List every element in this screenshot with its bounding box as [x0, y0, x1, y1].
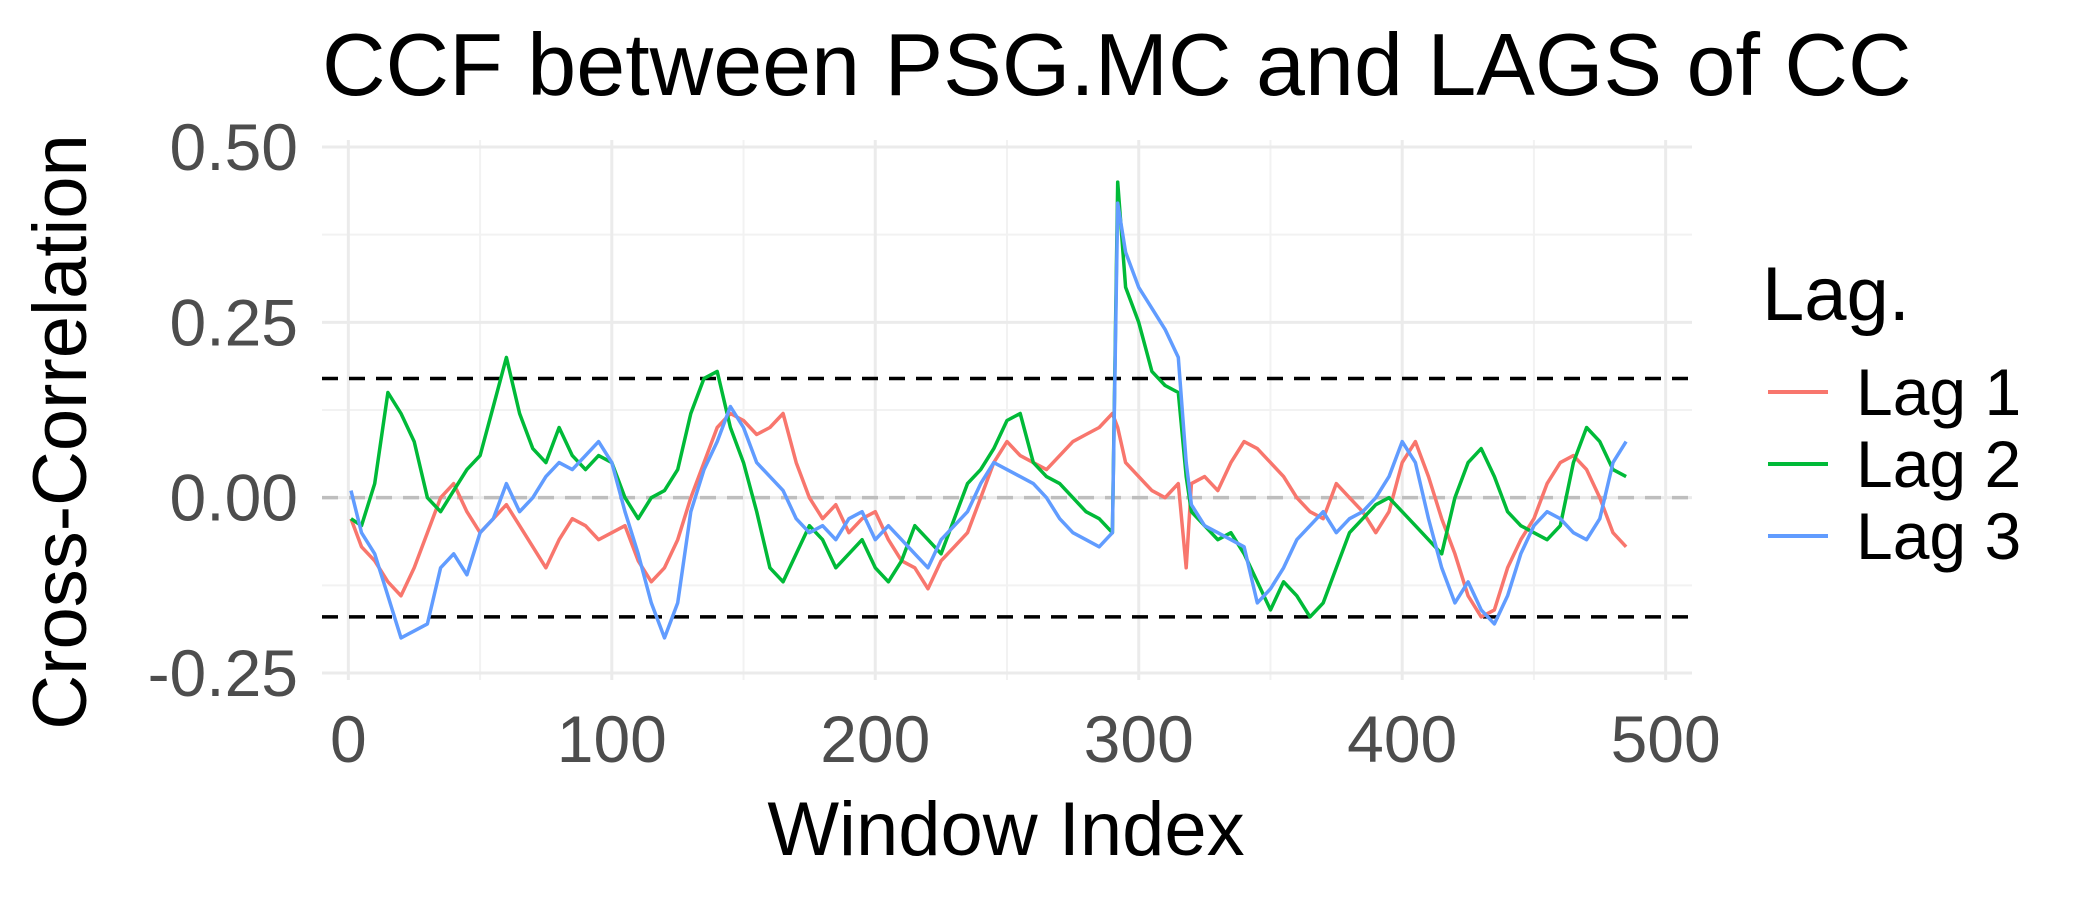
x-tick-label: 400 [1347, 702, 1457, 776]
legend-label-lag-3: Lag 3 [1856, 499, 2021, 573]
y-tick-label: 0.25 [170, 285, 298, 359]
legend-label-lag-1: Lag 1 [1856, 355, 2021, 429]
series-lines [349, 180, 1628, 640]
legend-label-lag-2: Lag 2 [1856, 427, 2021, 501]
series-line-lag-2 [350, 180, 1627, 619]
x-axis-title: Window Index [767, 787, 1244, 872]
reference-lines [322, 376, 1692, 619]
x-tick-label: 100 [557, 702, 667, 776]
x-tick-label: 500 [1611, 702, 1721, 776]
y-axis-ticks: -0.25 0.00 0.25 0.50 [148, 110, 298, 710]
y-tick-label: 0.00 [170, 461, 298, 535]
legend-title: Lag. [1762, 252, 1910, 337]
chart-title: CCF between PSG.MC and LAGS of CC [322, 15, 1912, 114]
grid [322, 140, 1692, 680]
x-axis-ticks: 0 100 200 300 400 500 [330, 702, 1721, 776]
x-tick-label: 300 [1084, 702, 1194, 776]
y-axis-title: Cross-Correlation [18, 134, 103, 730]
y-tick-label: 0.50 [170, 110, 298, 184]
series-line-lag-3 [349, 201, 1628, 640]
x-tick-label: 200 [820, 702, 930, 776]
x-tick-label: 0 [330, 702, 367, 776]
series-line-lag-1 [349, 411, 1628, 619]
y-tick-label: -0.25 [148, 636, 298, 710]
